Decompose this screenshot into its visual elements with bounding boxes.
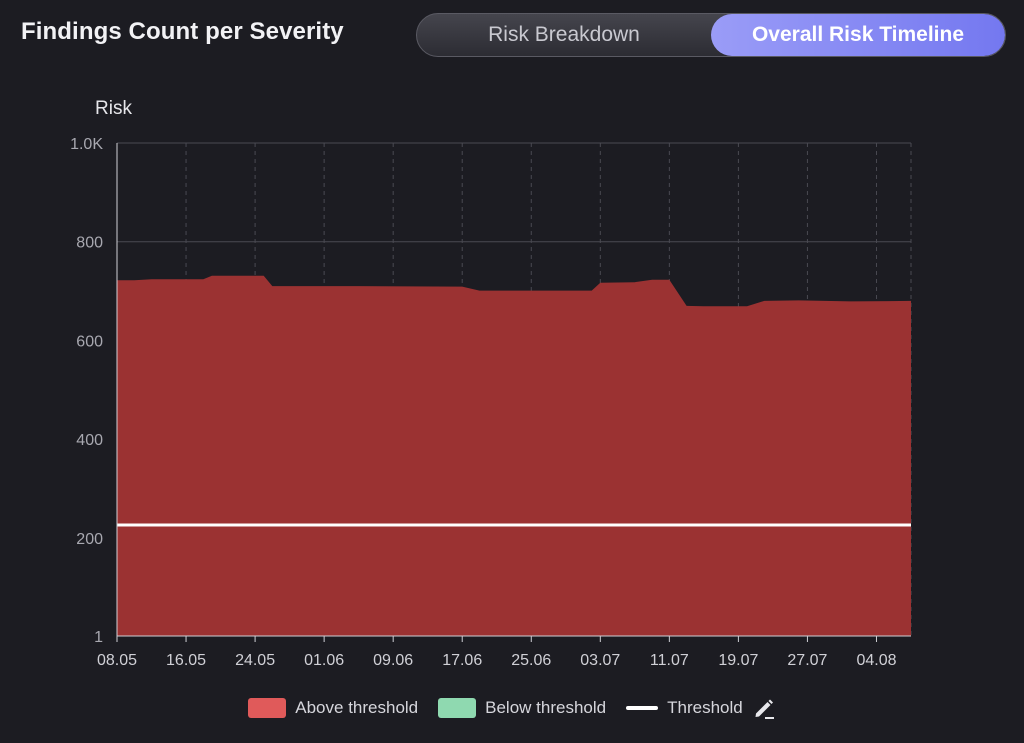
x-tick-label: 16.05 (166, 652, 206, 669)
x-tick-label: 09.06 (373, 652, 413, 669)
legend-item-above[interactable]: Above threshold (248, 698, 418, 718)
chart-legend: Above threshold Below threshold Threshol… (0, 696, 1024, 720)
pencil-icon[interactable] (752, 696, 776, 720)
x-tick-label: 01.06 (304, 652, 344, 669)
y-tick-label: 800 (76, 235, 103, 252)
chart-area: 1 200 400 600 800 1.0K 08.05 16.05 24.05 01.06 09… (0, 80, 1024, 680)
legend-swatch-threshold (626, 706, 659, 710)
legend-swatch-above (248, 698, 287, 718)
area-series (117, 275, 911, 636)
y-axis-tick-labels: 1 200 400 600 800 1.0K (70, 136, 103, 646)
y-tick-label: 1 (94, 629, 103, 646)
x-tick-label: 27.07 (787, 652, 827, 669)
chart-title: Findings Count per Severity (21, 18, 344, 45)
y-tick-label: 600 (76, 333, 103, 350)
y-tick-label: 400 (76, 432, 103, 449)
axes (116, 143, 911, 642)
legend-label-above: Above threshold (295, 698, 419, 717)
x-tick-label: 11.07 (650, 652, 689, 669)
x-axis-tick-labels: 08.05 16.05 24.05 01.06 09.06 17.06 25.06 03.07… (97, 652, 897, 669)
x-tick-label: 19.07 (718, 652, 758, 669)
tab-overall-risk-timeline[interactable]: Overall Risk Timeline (711, 14, 1005, 56)
x-tick-label: 08.05 (97, 652, 137, 669)
x-tick-label: 24.05 (235, 652, 275, 669)
legend-item-below[interactable]: Below threshold (438, 698, 606, 718)
x-tick-label: 25.06 (511, 652, 551, 669)
y-tick-label: 200 (76, 531, 103, 548)
legend-label-threshold: Threshold (667, 698, 743, 717)
y-axis-label: Risk (95, 98, 132, 119)
legend-swatch-below (438, 698, 477, 718)
legend-item-threshold[interactable]: Threshold (626, 696, 776, 720)
risk-timeline-chart: 1 200 400 600 800 1.0K 08.05 16.05 24.05 01.06 09… (70, 98, 912, 669)
tab-risk-breakdown[interactable]: Risk Breakdown (488, 23, 640, 46)
area-above-threshold (117, 275, 911, 636)
view-toggle: Risk Breakdown Overall Risk Timeline (416, 13, 1006, 57)
x-tick-label: 03.07 (580, 652, 620, 669)
x-tick-label: 17.06 (442, 652, 482, 669)
y-tick-label: 1.0K (70, 136, 103, 153)
legend-label-below: Below threshold (485, 698, 607, 717)
x-tick-label: 04.08 (856, 652, 896, 669)
